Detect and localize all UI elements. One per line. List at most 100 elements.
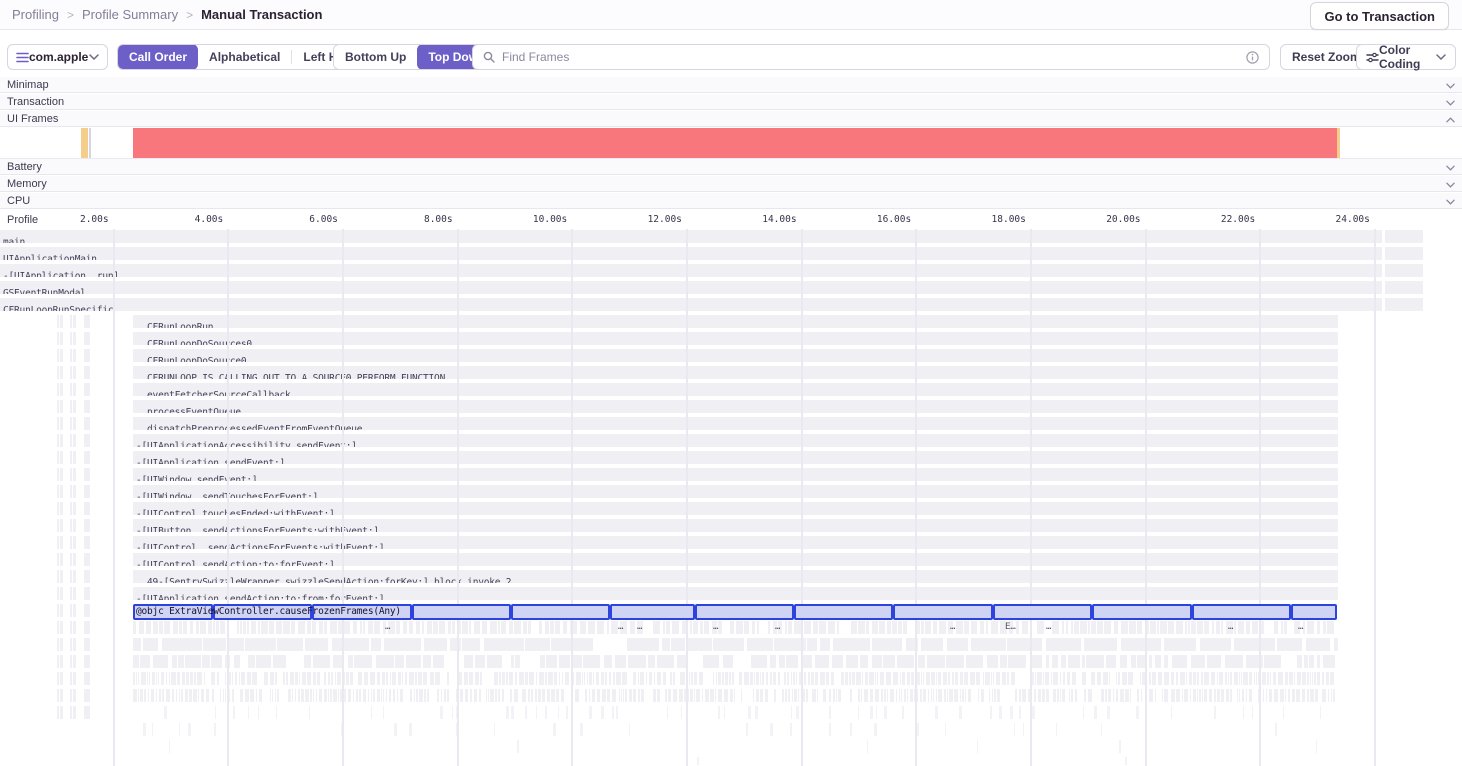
flame-frame-small[interactable] [179, 689, 180, 702]
flame-frame-small[interactable] [1149, 655, 1152, 668]
flame-frame-small[interactable] [718, 689, 722, 702]
flame-frame-small[interactable] [363, 689, 366, 702]
flame-frame-small[interactable] [1302, 689, 1305, 702]
flame-frame-small[interactable] [921, 638, 943, 651]
flame-frame-small[interactable] [1071, 621, 1073, 634]
flame-frame-small[interactable] [1219, 672, 1223, 685]
flame-frame-small[interactable] [657, 655, 674, 668]
flame-frame-small[interactable] [902, 672, 905, 685]
flame-frame-small[interactable] [1046, 655, 1049, 668]
flame-frame-small[interactable] [275, 689, 276, 702]
flame-frame-small[interactable] [324, 689, 327, 702]
flame-frame-small[interactable] [410, 689, 412, 702]
flame-frame-small[interactable] [787, 672, 789, 685]
flame-frame-small[interactable] [232, 689, 234, 702]
flame-frame-small[interactable] [220, 621, 225, 634]
flame-frame-small[interactable] [316, 689, 317, 702]
flame-frame-small[interactable] [371, 706, 372, 719]
flame-frame-small[interactable] [240, 621, 242, 634]
flame-frame-small[interactable] [528, 621, 531, 634]
flame-frame-small[interactable] [902, 706, 904, 719]
flame-frame-small[interactable] [247, 672, 251, 685]
flame-frame-small[interactable] [739, 672, 742, 685]
flame-frame-uicontrol-sendactionsforevents-withevent[interactable]: -[UIControl _sendActionsForEvents:withEv… [133, 536, 1338, 549]
flame-frame-small[interactable] [1171, 706, 1172, 719]
flame-frame-small[interactable] [1109, 672, 1110, 685]
flame-frame-small[interactable] [208, 621, 212, 634]
flame-frame[interactable] [1385, 230, 1423, 243]
flame-frame-small[interactable] [1334, 638, 1338, 651]
flame-frame-small[interactable] [169, 672, 170, 685]
flame-frame-small[interactable] [1009, 621, 1013, 634]
flame-frame-small[interactable] [864, 689, 868, 702]
flame-frame-small[interactable] [310, 689, 312, 702]
flame-frame-small[interactable] [779, 655, 785, 668]
flame-frame-small[interactable] [884, 689, 886, 702]
flame-frame-small[interactable] [680, 672, 685, 685]
flame-frame-small[interactable] [616, 672, 621, 685]
flame-frame-small[interactable] [966, 655, 983, 668]
flame-frame-small[interactable] [395, 655, 404, 668]
flame-frame-small[interactable] [939, 621, 946, 634]
flame-frame-small[interactable] [1259, 621, 1264, 634]
flame-frame-small[interactable] [245, 638, 276, 651]
flame-frame-small[interactable] [694, 689, 695, 702]
flame-frame-small[interactable] [190, 621, 193, 634]
flame-frame-small[interactable] [798, 689, 799, 702]
flame-frame-small[interactable] [469, 621, 471, 634]
flame-frame-small[interactable] [1189, 672, 1192, 685]
flame-frame-small[interactable] [439, 621, 445, 634]
flame-frame-small[interactable] [457, 621, 461, 634]
flame-frame-small[interactable] [689, 672, 690, 685]
flame-frame-small[interactable] [241, 672, 245, 685]
flame-frame-small[interactable] [1214, 706, 1216, 719]
flame-frame-small[interactable] [474, 689, 477, 702]
flame-frame-small[interactable] [1091, 621, 1096, 634]
flame-frame-small[interactable] [423, 672, 427, 685]
flame-frame-small[interactable] [1022, 689, 1026, 702]
selected-frame-segment[interactable] [1092, 604, 1192, 620]
flame-frame-small[interactable] [433, 621, 438, 634]
flame-frame-small[interactable] [1302, 672, 1306, 685]
flame-frame-small[interactable] [605, 672, 607, 685]
flame-frame-small[interactable] [377, 689, 380, 702]
flame-frame-small[interactable] [338, 621, 342, 634]
flame-frame-small[interactable] [921, 672, 922, 685]
flame-frame-small[interactable] [607, 621, 609, 634]
flame-frame-small[interactable] [990, 706, 992, 719]
flame-frame-small[interactable] [597, 621, 604, 634]
flame-frame-small[interactable] [1129, 621, 1136, 634]
flame-frame-small[interactable] [202, 655, 210, 668]
section-header-memory[interactable]: Memory [0, 176, 1462, 192]
flame-frame-small[interactable] [217, 672, 219, 685]
flame-frame-small[interactable] [1277, 638, 1302, 651]
flame-frame-small[interactable] [884, 706, 887, 719]
flame-frame-small[interactable] [1238, 621, 1244, 634]
flame-frame-small[interactable] [730, 621, 734, 634]
flame-frame-small[interactable] [332, 638, 369, 651]
flame-frame-small[interactable] [896, 689, 897, 702]
flame-frame-small[interactable] [756, 672, 759, 685]
selected-frame-segment[interactable] [1291, 604, 1337, 620]
flame-frame-small[interactable] [981, 689, 984, 702]
flame-frame-small[interactable] [393, 689, 395, 702]
flame-frame-small[interactable] [1022, 621, 1028, 634]
flame-frame-small[interactable] [691, 672, 693, 685]
flame-frame-small[interactable] [502, 689, 504, 702]
flame-frame-small[interactable] [1199, 689, 1201, 702]
direction-bottom-up[interactable]: Bottom Up [345, 50, 407, 64]
flame-frame-small[interactable] [1056, 723, 1057, 736]
flame-frame-small[interactable] [686, 672, 688, 685]
flame-frame-small[interactable] [133, 672, 135, 685]
flame-frame-small[interactable] [1322, 689, 1326, 702]
flame-frame-small[interactable] [430, 672, 434, 685]
flame-frame-small[interactable] [409, 621, 413, 634]
flame-frame-small[interactable] [897, 655, 914, 668]
flame-frame-small[interactable] [1060, 672, 1061, 685]
flame-frame-small[interactable] [1038, 689, 1041, 702]
flame-frame-small[interactable] [596, 672, 599, 685]
flame-frame-small[interactable] [1266, 689, 1267, 702]
flame-frame-small[interactable] [371, 689, 372, 702]
ui-frames-bar-amber[interactable] [1337, 128, 1340, 158]
flame-frame-small[interactable] [506, 672, 508, 685]
